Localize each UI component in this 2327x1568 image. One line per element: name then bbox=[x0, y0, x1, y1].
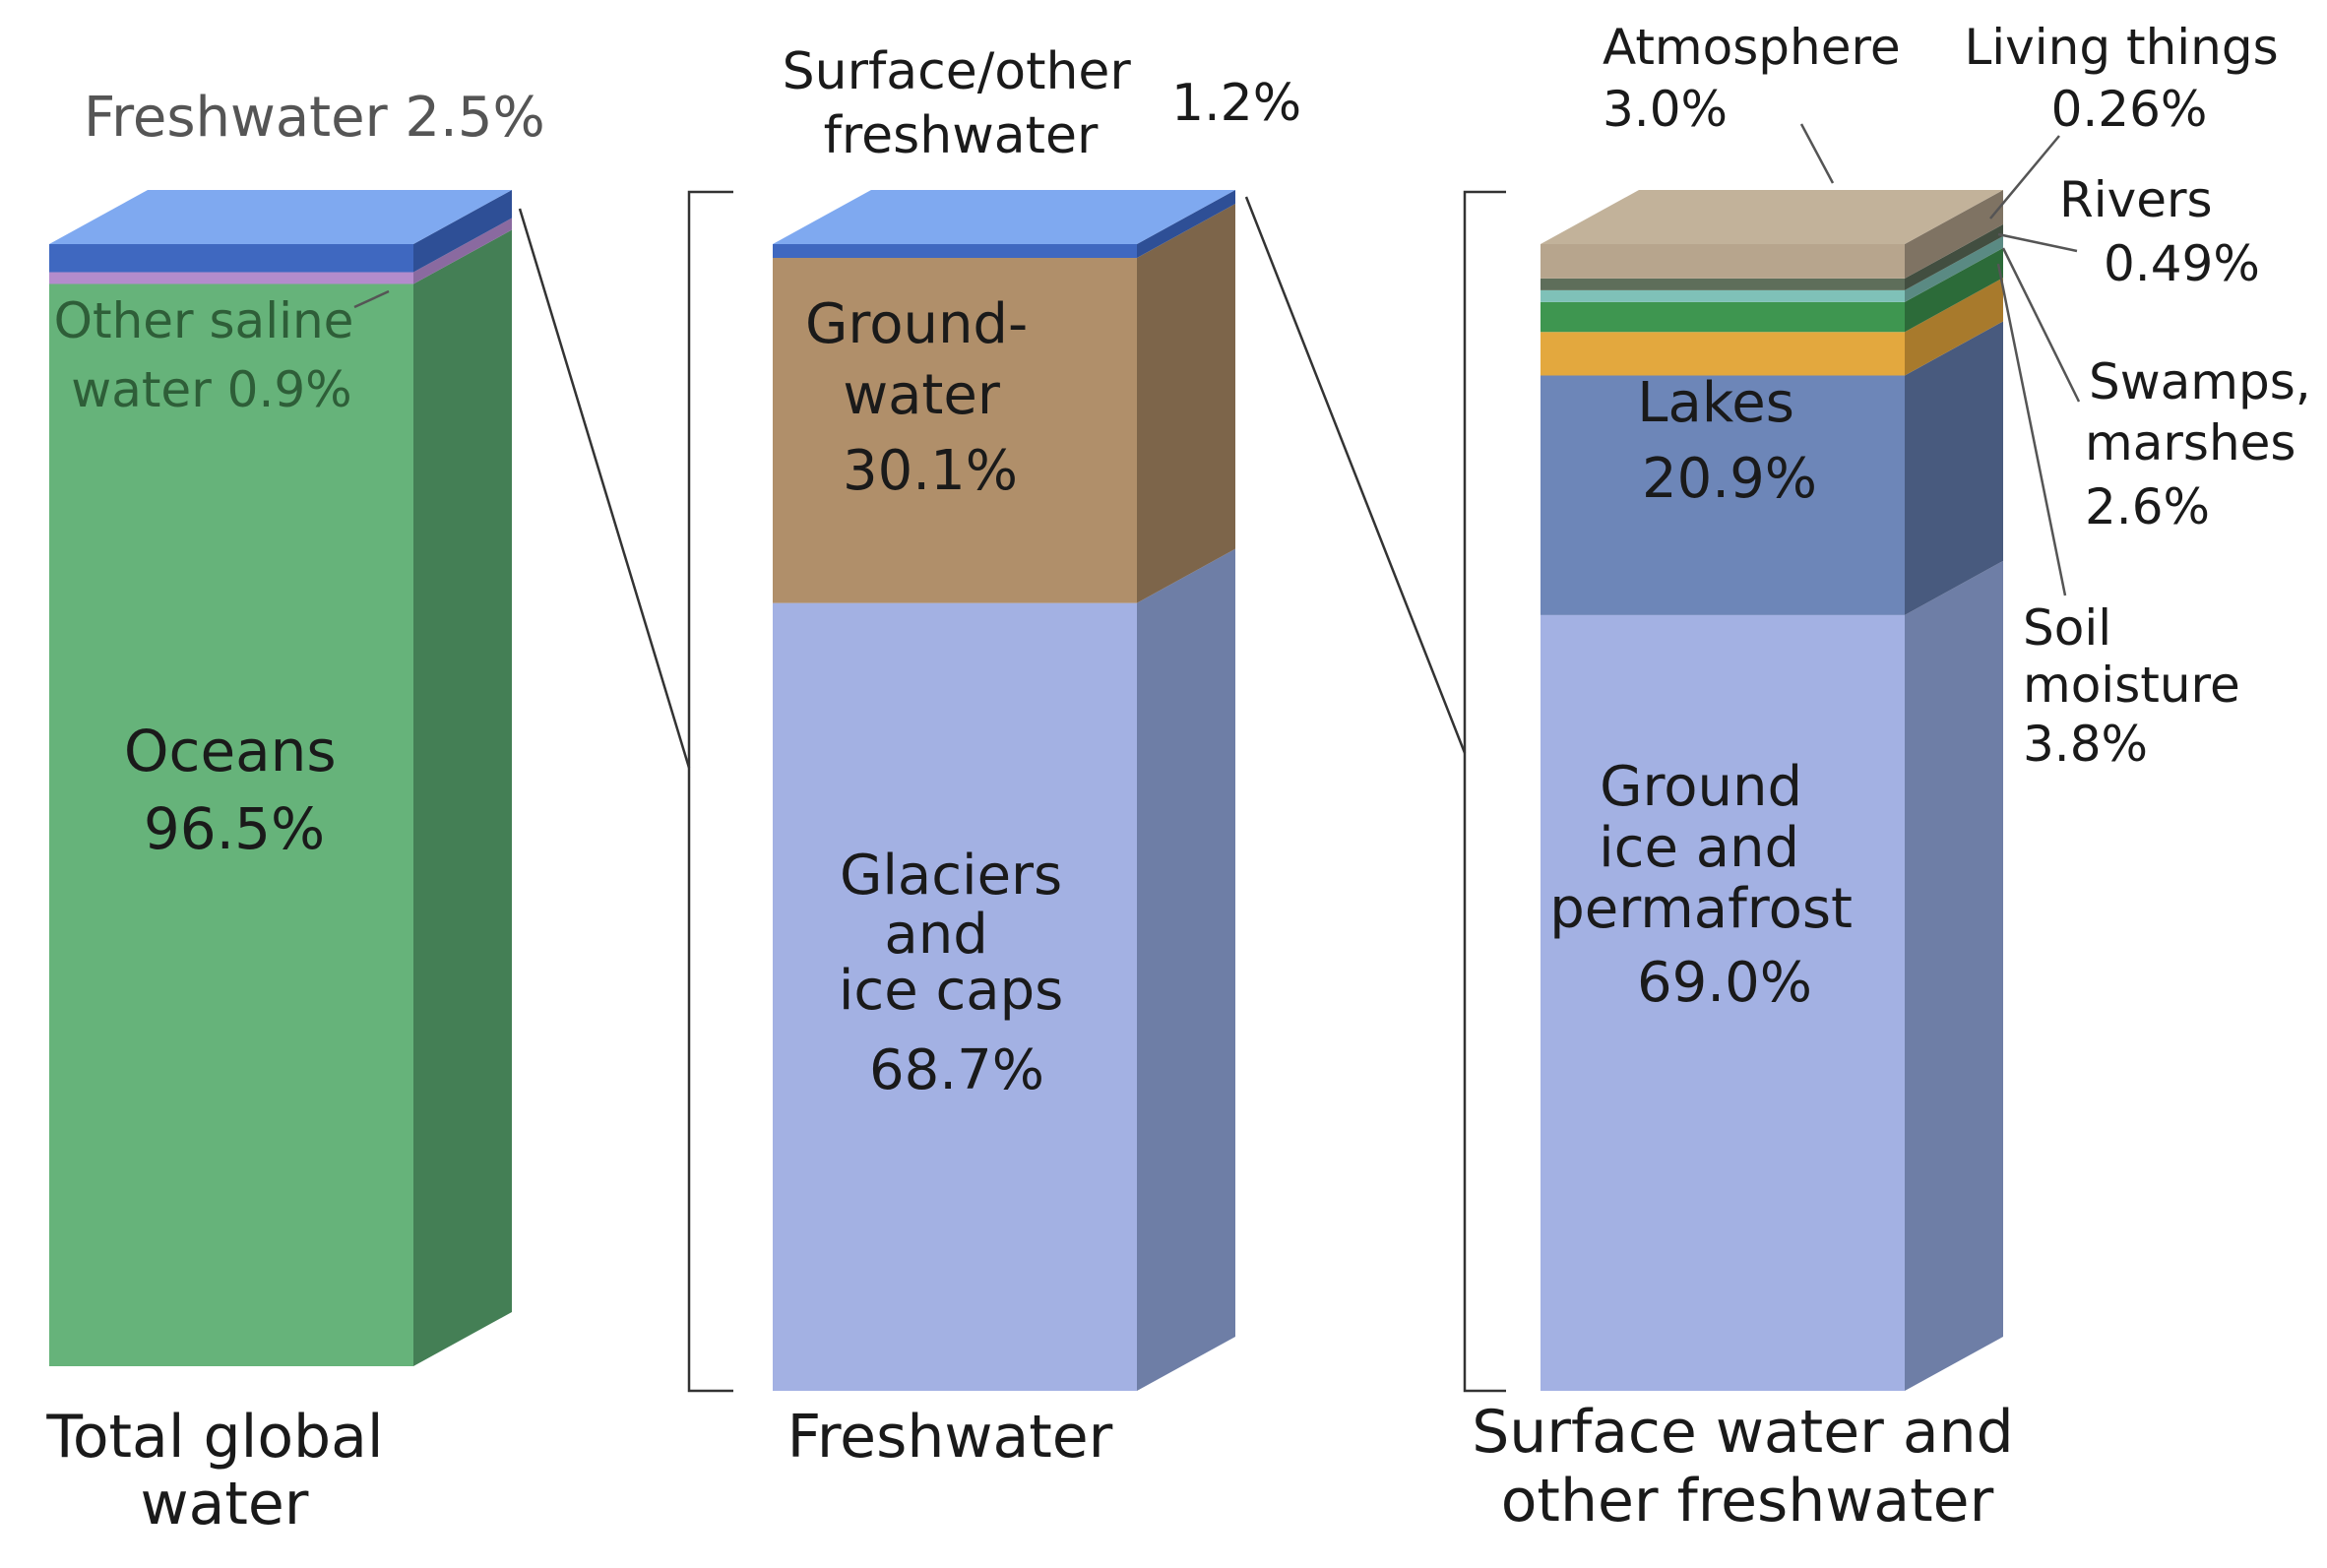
bar2-side-ground-water bbox=[1137, 203, 1235, 603]
bar1-side-freshwater bbox=[413, 190, 512, 273]
oceans-label: Oceans 96.5% bbox=[124, 718, 354, 862]
connector-line-surface bbox=[1244, 196, 1467, 754]
bar2-segment-ground-water bbox=[773, 257, 1137, 603]
leader-atmosphere bbox=[1799, 123, 1835, 184]
bar3-side-lakes bbox=[1905, 321, 2003, 615]
bar3-side-swamps-marshes bbox=[1905, 247, 2003, 333]
bar1-segment-freshwater bbox=[49, 244, 413, 273]
atmosphere-label: Atmosphere 3.0% bbox=[1603, 19, 1917, 138]
bar3-category-label: Surface water and other freshwater bbox=[1472, 1398, 2033, 1536]
surface-other-value: 1.2% bbox=[1171, 74, 1301, 133]
bar2-top-face bbox=[773, 190, 1235, 244]
bracket-surface-water bbox=[1463, 190, 1506, 1393]
other-saline-label: Other saline water 0.9% bbox=[54, 292, 370, 418]
rivers-label: Rivers 0.49% bbox=[2059, 171, 2260, 292]
bar3-top-face bbox=[1541, 190, 2003, 244]
groundwater-label: Ground- water 30.1% bbox=[805, 292, 1045, 503]
leader-other-saline bbox=[353, 289, 390, 309]
surface-other-label: Surface/other freshwater bbox=[783, 42, 1148, 165]
bar2-category-label: Freshwater bbox=[787, 1403, 1113, 1472]
leader-living-things bbox=[1989, 135, 2060, 220]
bars-layer bbox=[49, 190, 2003, 1391]
lakes-label: Lakes 20.9% bbox=[1637, 371, 1817, 511]
bar2-side-surface-other-freshwater bbox=[1137, 190, 1235, 258]
bar3-side-ground-ice-and-permafrost bbox=[1905, 560, 2003, 1391]
bar2-side-glaciers-and-ice-caps bbox=[1137, 548, 1235, 1391]
bar1-side-oceans bbox=[413, 229, 512, 1366]
living-things-label: Living things 0.26% bbox=[1964, 19, 2294, 138]
leader-swamps bbox=[2001, 247, 2081, 403]
swamps-label: Swamps, marshes 2.6% bbox=[2085, 353, 2327, 535]
bar1-side-other-saline-water bbox=[413, 218, 512, 284]
leader-rivers bbox=[1997, 232, 2078, 253]
bar1-segment-oceans bbox=[49, 283, 413, 1366]
bar3-side-soil-moisture bbox=[1905, 278, 2003, 376]
connector-lines bbox=[518, 190, 1506, 1393]
bar3-segment-atmosphere bbox=[1541, 244, 1905, 279]
bar3-side-rivers bbox=[1905, 235, 2003, 302]
chart-labels: Freshwater 2.5% Other saline water 0.9% … bbox=[45, 19, 2327, 1538]
bar3-side-living-things bbox=[1905, 223, 2003, 290]
bracket-freshwater bbox=[687, 190, 733, 1393]
bar2-segment-surface-other-freshwater bbox=[773, 244, 1137, 258]
bar1-top-face bbox=[49, 190, 512, 244]
glaciers-label: Glaciers and ice caps 68.7% bbox=[839, 844, 1081, 1102]
connector-line-freshwater bbox=[518, 208, 691, 769]
leader-soil bbox=[1996, 263, 2067, 596]
ground-ice-label: Ground ice and permafrost 69.0% bbox=[1549, 755, 1870, 1015]
freshwater-callout: Freshwater 2.5% bbox=[84, 86, 545, 150]
leader-lines bbox=[353, 123, 2081, 596]
bar3-side-atmosphere bbox=[1905, 190, 2003, 279]
soil-moisture-label: Soil moisture 3.8% bbox=[2023, 599, 2256, 773]
bar1-category-label: Total global water bbox=[45, 1403, 402, 1538]
bar1-segment-other-saline-water bbox=[49, 272, 413, 284]
bar3-segment-rivers bbox=[1541, 289, 1905, 302]
bar3-segment-ground-ice-and-permafrost bbox=[1541, 614, 1905, 1391]
bar2-segment-glaciers-and-ice-caps bbox=[773, 602, 1137, 1391]
bar3-segment-lakes bbox=[1541, 375, 1905, 615]
bar3-segment-soil-moisture bbox=[1541, 332, 1905, 376]
bar3-segment-swamps-marshes bbox=[1541, 301, 1905, 333]
bar3-segment-living-things bbox=[1541, 278, 1905, 290]
